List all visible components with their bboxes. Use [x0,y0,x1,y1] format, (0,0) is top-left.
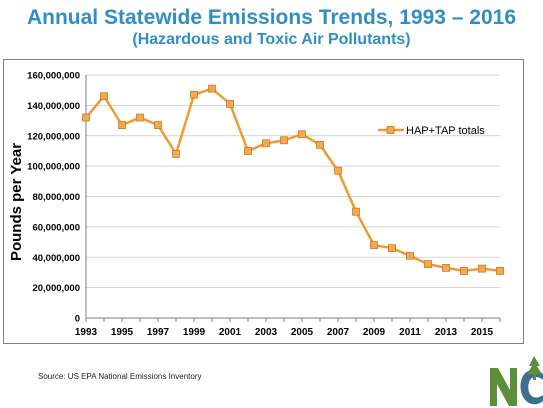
series-line [85,87,501,273]
data-point-marker [82,113,90,122]
data-point-marker [460,267,468,275]
x-tick-label: 1995 [111,327,134,338]
x-tick-label: 1999 [183,327,206,338]
x-tick-label: 2003 [255,327,278,338]
y-tick-label: 160,000,000 [27,71,80,82]
data-point-marker [172,150,180,158]
chart-subtitle: (Hazardous and Toxic Air Pollutants) [132,31,411,48]
data-point-marker [406,251,414,260]
data-point-marker [136,113,144,122]
data-point-marker [154,121,162,130]
y-tick-label: 60,000,000 [32,222,80,233]
data-point-marker [424,260,432,268]
data-point-marker [496,267,504,275]
legend-label: HAP+TAP totals [406,125,485,137]
data-point-marker [298,130,306,139]
data-point-marker [388,244,396,253]
y-axis-label: Pounds per Year [8,143,25,261]
legend-marker [386,126,395,134]
y-tick-label: 40,000,000 [32,253,80,264]
data-point-marker [280,136,288,145]
x-tick-label: 2007 [327,327,350,338]
data-point-marker [316,140,324,149]
nc-logo-icon [490,356,543,406]
x-tick-label: 2001 [219,327,242,338]
data-point-marker [226,99,234,108]
data-point-marker [442,263,450,272]
y-tick-label: 0 [75,314,80,325]
y-tick-label: 80,000,000 [32,192,80,203]
line-chart: 0 20,000,000 40,000,000 60,000,000 80,000,00… [8,71,504,338]
x-tick-label: 2005 [291,327,314,338]
source-note: Source: US EPA National Emissions Invent… [38,372,202,381]
chart-title: Annual Statewide Emissions Trends, 1993 … [26,6,517,29]
data-point-marker [478,264,486,273]
data-point-marker [100,92,108,101]
y-tick-label: 120,000,000 [27,131,80,142]
data-point-marker [370,241,378,250]
x-tick-label: 2009 [363,327,386,338]
y-tick-label: 140,000,000 [27,101,80,112]
y-tick-label: 20,000,000 [32,283,80,294]
x-tick-label: 2011 [399,327,421,338]
data-point-marker [262,139,270,148]
x-tick-label: 1997 [147,327,170,338]
x-tick-labels: 1993 1995 1997 1999 2001 2003 2005 2007 2009 2011… [75,327,494,338]
data-point-marker [334,166,342,175]
series-hap-tap-totals [82,84,504,275]
chart-frame [3,59,524,344]
y-tick-label: 100,000,000 [27,162,80,173]
data-point-marker [244,147,252,155]
data-point-marker [190,90,198,99]
data-point-marker [208,84,216,93]
gridlines [86,74,500,289]
y-tick-labels: 0 20,000,000 40,000,000 60,000,000 80,000,00… [27,71,80,325]
x-tick-label: 2013 [435,327,458,338]
legend: HAP+TAP totals [378,125,485,137]
x-tick-label: 2015 [471,327,494,338]
x-tick-label: 1993 [75,327,98,338]
data-point-marker [352,207,360,216]
axes [85,75,501,322]
data-point-marker [118,121,126,130]
